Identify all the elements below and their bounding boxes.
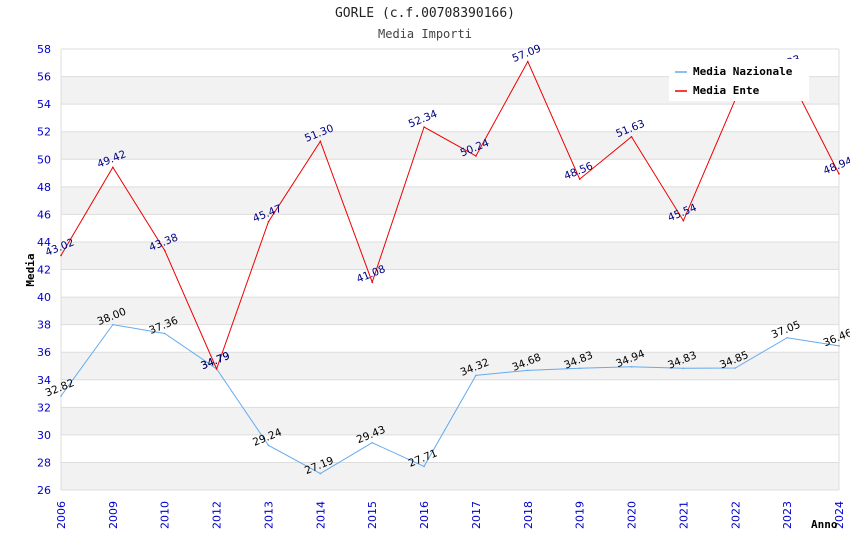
data-point xyxy=(319,140,322,143)
x-tick-label: 2010 xyxy=(159,501,172,529)
y-tick-label: 58 xyxy=(37,43,51,56)
grid-band xyxy=(61,186,839,215)
x-axis-ticks: 2006 2009 2010 2012 2013 2014 2015 2016 2017 2018… xyxy=(55,501,846,529)
grid-band xyxy=(61,434,839,463)
legend-label-media-nazionale: Media Nazionale xyxy=(693,65,793,78)
grid-band xyxy=(61,241,839,270)
data-point xyxy=(60,254,62,257)
legend-label-media-ente: Media Ente xyxy=(693,84,760,97)
x-tick-label: 2018 xyxy=(522,501,535,529)
grid-band xyxy=(61,214,839,242)
data-point xyxy=(838,345,840,347)
data-point xyxy=(423,465,425,468)
data-point xyxy=(578,367,581,370)
y-tick-label: 34 xyxy=(37,374,51,387)
grid-bands xyxy=(61,49,839,490)
y-tick-label: 46 xyxy=(37,208,51,221)
x-tick-label: 2009 xyxy=(107,501,120,529)
x-tick-label: 2012 xyxy=(211,501,224,529)
data-point xyxy=(630,135,633,138)
grid-band xyxy=(61,352,839,380)
data-point xyxy=(682,367,685,370)
x-tick-label: 2006 xyxy=(55,501,68,529)
grid-band xyxy=(61,379,839,408)
data-point xyxy=(527,60,529,63)
grid-band xyxy=(61,104,839,132)
y-tick-label: 26 xyxy=(37,484,51,497)
y-tick-label: 42 xyxy=(37,264,51,277)
grid-band xyxy=(61,462,839,490)
x-tick-label: 2014 xyxy=(314,501,327,529)
data-point xyxy=(371,441,374,444)
data-point xyxy=(112,323,114,326)
x-tick-label: 2024 xyxy=(833,501,846,529)
y-tick-label: 56 xyxy=(37,71,51,84)
series-line-media-nazionale xyxy=(60,324,840,475)
x-tick-label: 2021 xyxy=(677,501,690,529)
y-tick-label: 44 xyxy=(37,236,51,249)
series-line-media-ente xyxy=(60,60,840,371)
data-point xyxy=(267,220,270,223)
y-axis-title: Media xyxy=(24,253,37,286)
y-tick-label: 36 xyxy=(37,346,51,359)
data-point xyxy=(423,126,425,128)
x-tick-label: 2022 xyxy=(729,501,742,529)
y-tick-label: 52 xyxy=(37,126,51,139)
x-tick-label: 2023 xyxy=(781,501,794,529)
chart-subtitle: Media Importi xyxy=(378,27,472,41)
grid-band xyxy=(61,159,839,187)
series-lines xyxy=(60,60,840,475)
data-point xyxy=(786,336,788,339)
grid-band xyxy=(61,131,839,160)
x-tick-label: 2017 xyxy=(470,501,483,529)
legend-box xyxy=(669,59,809,101)
data-point xyxy=(112,166,114,169)
legend: Media Nazionale Media Ente xyxy=(669,59,809,101)
x-tick-label: 2020 xyxy=(626,501,639,529)
grid-band xyxy=(61,269,839,298)
x-tick-label: 2015 xyxy=(366,501,379,529)
data-point xyxy=(215,368,218,370)
y-tick-label: 30 xyxy=(37,429,51,442)
x-tick-label: 2016 xyxy=(418,501,431,529)
x-axis-title: Anno xyxy=(811,518,838,531)
chart-title: GORLE (c.f.00708390166) xyxy=(334,6,515,21)
data-point xyxy=(475,374,477,377)
y-tick-label: 32 xyxy=(37,401,51,414)
grid-band xyxy=(61,324,839,353)
y-tick-label: 50 xyxy=(37,153,51,166)
data-point xyxy=(578,178,581,180)
y-tick-label: 28 xyxy=(37,456,51,469)
data-point xyxy=(475,155,477,157)
data-point xyxy=(60,395,62,397)
x-tick-label: 2019 xyxy=(574,501,587,529)
y-tick-label: 40 xyxy=(37,291,51,304)
data-point xyxy=(734,367,737,369)
x-tick-label: 2013 xyxy=(262,501,275,529)
data-point xyxy=(163,249,166,252)
data-point xyxy=(630,365,633,368)
y-tick-label: 48 xyxy=(37,181,51,194)
data-point xyxy=(163,332,166,335)
y-tick-label: 54 xyxy=(37,98,51,111)
data-point xyxy=(838,173,840,175)
data-point xyxy=(371,281,374,283)
y-tick-label: 38 xyxy=(37,319,51,332)
data-point xyxy=(527,369,529,372)
data-point xyxy=(319,472,322,475)
y-axis-ticks: 26 28 30 32 34 36 38 40 42 44 46 48 50 52 54 56 58 xyxy=(37,43,51,497)
data-point xyxy=(682,219,685,222)
data-point xyxy=(267,444,270,447)
